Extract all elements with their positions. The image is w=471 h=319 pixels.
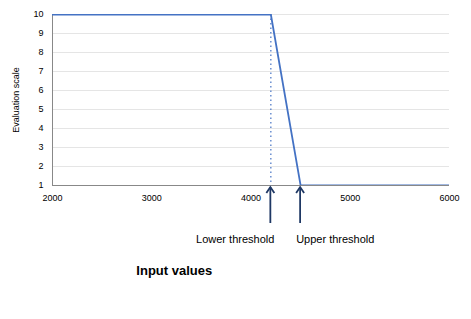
svg-text:9: 9 — [38, 28, 43, 38]
svg-text:3000: 3000 — [142, 193, 162, 203]
svg-text:8: 8 — [38, 47, 43, 57]
svg-text:3: 3 — [38, 142, 43, 152]
svg-text:4: 4 — [38, 123, 43, 133]
svg-text:Lower threshold: Lower threshold — [196, 233, 274, 245]
svg-text:2: 2 — [38, 161, 43, 171]
svg-text:Upper threshold: Upper threshold — [296, 233, 374, 245]
svg-text:5000: 5000 — [340, 193, 360, 203]
svg-text:2000: 2000 — [42, 193, 62, 203]
svg-text:5: 5 — [38, 104, 43, 114]
svg-text:7: 7 — [38, 66, 43, 76]
svg-text:6: 6 — [38, 85, 43, 95]
svg-text:6000: 6000 — [439, 193, 459, 203]
svg-text:10: 10 — [33, 9, 43, 19]
svg-text:Evaluation scale: Evaluation scale — [11, 67, 21, 133]
svg-text:4000: 4000 — [241, 193, 261, 203]
svg-text:1: 1 — [38, 180, 43, 190]
svg-text:Input values: Input values — [136, 263, 212, 278]
